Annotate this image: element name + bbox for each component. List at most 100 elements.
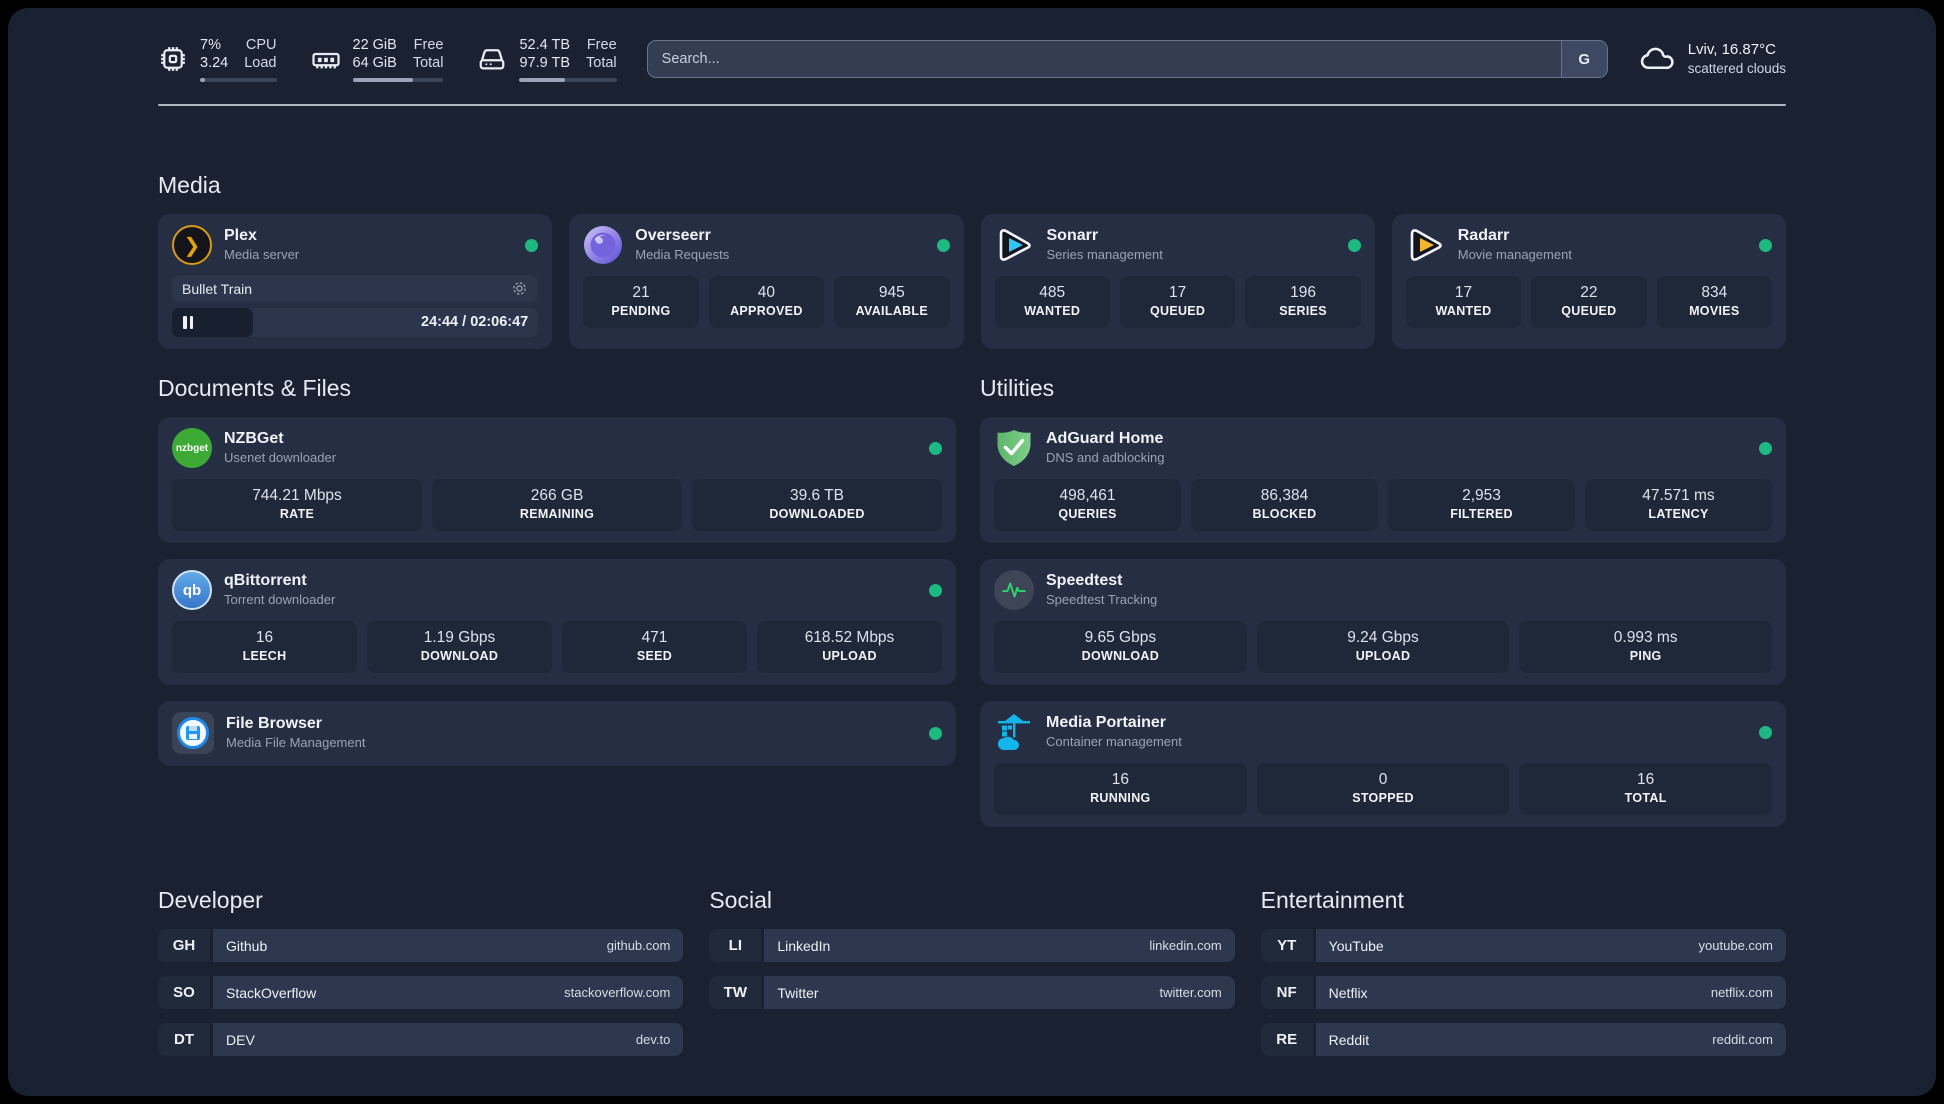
bookmark-url: dev.to [635, 1032, 671, 1047]
bookmark-dev[interactable]: DT DEV dev.to [158, 1023, 684, 1056]
bookmark-netflix[interactable]: NF Netflix netflix.com [1260, 976, 1786, 1009]
bookmark-abbr: TW [709, 976, 762, 1009]
bookmark-name: DEV [226, 1031, 255, 1048]
plex-icon: ❯ [172, 225, 212, 265]
qbittorrent-card[interactable]: qb qBittorrent Torrent downloader 16 LEEC… [158, 559, 956, 685]
bookmark-name: YouTube [1328, 937, 1384, 954]
bookmark-url: github.com [606, 938, 671, 953]
playback-time: 24:44 / 02:06:47 [421, 314, 529, 330]
app-subtitle: Media server [224, 247, 300, 262]
section-title-entertainment: Entertainment [1260, 887, 1404, 913]
filebrowser-card[interactable]: File Browser Media File Management [158, 701, 956, 766]
stat-movies: 834 MOVIES [1656, 276, 1773, 328]
bookmark-github[interactable]: GH Github github.com [158, 929, 684, 962]
weather-location-temp: Lviv, 16.87°C [1687, 41, 1776, 58]
bookmark-youtube[interactable]: YT YouTube youtube.com [1260, 929, 1786, 962]
nzbget-card[interactable]: nzbget NZBGet Usenet downloader 744.21 M… [158, 417, 956, 543]
bookmark-url: reddit.com [1712, 1032, 1773, 1047]
weather-widget: Lviv, 16.87°C scattered clouds [1638, 40, 1786, 78]
entertainment-column: Entertainment YT YouTube youtube.com NF N… [1260, 887, 1786, 1056]
disk-total-value: 97.9 TB [519, 55, 571, 71]
bookmark-url: twitter.com [1159, 985, 1222, 1000]
stat-queued: 17 QUEUED [1119, 276, 1236, 328]
app-name: Media Portainer [1046, 714, 1167, 731]
stat-upload: 9.24 Gbps UPLOAD [1256, 621, 1510, 673]
system-metrics: 7% 3.24 CPU Load [158, 36, 617, 82]
plex-progress-bar[interactable]: 24:44 / 02:06:47 [172, 308, 539, 337]
session-settings-icon[interactable] [511, 280, 528, 297]
bookmark-linkedin[interactable]: LI LinkedIn linkedin.com [709, 929, 1235, 962]
disk-progress-bar [519, 78, 617, 82]
stat-leech: 16 LEECH [172, 621, 357, 673]
bookmark-abbr: DT [158, 1023, 210, 1056]
portainer-icon [994, 712, 1034, 752]
app-name: Plex [224, 227, 257, 244]
section-title-developer: Developer [158, 887, 263, 913]
stat-filtered: 2,953 FILTERED [1388, 479, 1575, 531]
disk-free-value: 52.4 TB [519, 37, 571, 53]
bookmark-url: linkedin.com [1149, 938, 1222, 953]
plex-card[interactable]: ❯ Plex Media server Bullet Train [158, 214, 553, 349]
status-dot [1759, 441, 1772, 455]
cpu-metric: 7% 3.24 CPU Load [158, 36, 277, 82]
memory-total-value: 64 GiB [352, 55, 397, 71]
bookmark-url: stackoverflow.com [564, 985, 671, 1000]
cloud-icon [1640, 47, 1674, 70]
bookmark-abbr: LI [709, 929, 762, 962]
header-divider [158, 104, 1786, 106]
app-subtitle: Usenet downloader [224, 450, 337, 465]
adguard-icon [994, 428, 1034, 468]
disk-total-label: Total [586, 55, 617, 71]
speedtest-icon [994, 570, 1034, 610]
app-subtitle: Media File Management [226, 735, 366, 750]
bookmark-twitter[interactable]: TW Twitter twitter.com [709, 976, 1235, 1009]
stat-running: 16 RUNNING [994, 763, 1247, 815]
overseerr-icon [583, 225, 623, 265]
search-input[interactable] [647, 41, 1561, 77]
now-playing-title: Bullet Train [182, 280, 253, 297]
app-name: File Browser [226, 715, 323, 732]
app-subtitle: Movie management [1457, 247, 1572, 262]
stat-pending: 21 PENDING [583, 276, 699, 328]
status-dot [929, 583, 942, 597]
stat-upload: 618.52 Mbps UPLOAD [757, 621, 942, 673]
search-engine-button[interactable]: G [1560, 41, 1607, 77]
bookmark-abbr: SO [158, 976, 210, 1009]
stat-blocked: 86,384 BLOCKED [1191, 479, 1378, 531]
app-name: NZBGet [224, 430, 284, 447]
app-name: qBittorrent [224, 572, 307, 589]
memory-free-label: Free [413, 37, 444, 53]
stat-queued: 22 QUEUED [1531, 276, 1647, 328]
adguard-card[interactable]: AdGuard Home DNS and adblocking 498,461 Q… [980, 417, 1786, 543]
app-name: AdGuard Home [1046, 430, 1164, 447]
overseerr-card[interactable]: Overseerr Media Requests 21 PENDING 40 APP… [569, 214, 964, 349]
disk-metric: 52.4 TB 97.9 TB Free Total [477, 36, 617, 82]
bookmark-name: Github [226, 937, 268, 954]
radarr-card[interactable]: Radarr Movie management 17 WANTED 22 QUEUE… [1391, 214, 1786, 349]
ram-icon [311, 52, 340, 69]
sonarr-icon [995, 225, 1035, 265]
plex-now-playing-row: Bullet Train [172, 275, 539, 302]
stat-rate: 744.21 Mbps RATE [172, 479, 422, 531]
bookmark-stackoverflow[interactable]: SO StackOverflow stackoverflow.com [158, 976, 684, 1009]
stat-seed: 471 SEED [562, 621, 747, 673]
app-name: Radarr [1457, 227, 1510, 244]
bookmark-name: LinkedIn [777, 937, 831, 954]
memory-progress-bar [352, 78, 444, 82]
speedtest-card[interactable]: Speedtest Speedtest Tracking 9.65 Gbps DO… [980, 559, 1786, 685]
radarr-icon [1406, 225, 1446, 265]
bookmark-name: Netflix [1328, 984, 1368, 1001]
bookmark-url: youtube.com [1698, 938, 1773, 953]
bookmark-reddit[interactable]: RE Reddit reddit.com [1260, 1023, 1786, 1056]
search-bar: G [646, 40, 1608, 78]
stat-download: 1.19 Gbps DOWNLOAD [367, 621, 552, 673]
stat-series: 196 SERIES [1245, 276, 1361, 328]
section-title-utilities: Utilities [980, 375, 1055, 401]
sonarr-card[interactable]: Sonarr Series management 485 WANTED 17 QUE… [980, 214, 1375, 349]
pause-icon[interactable] [183, 316, 193, 329]
bookmark-abbr: GH [158, 929, 210, 962]
stat-wanted: 485 WANTED [994, 276, 1110, 328]
portainer-card[interactable]: Media Portainer Container management 16 R… [980, 701, 1786, 827]
bookmark-url: netflix.com [1710, 985, 1773, 1000]
top-bar: 7% 3.24 CPU Load [158, 36, 1786, 82]
